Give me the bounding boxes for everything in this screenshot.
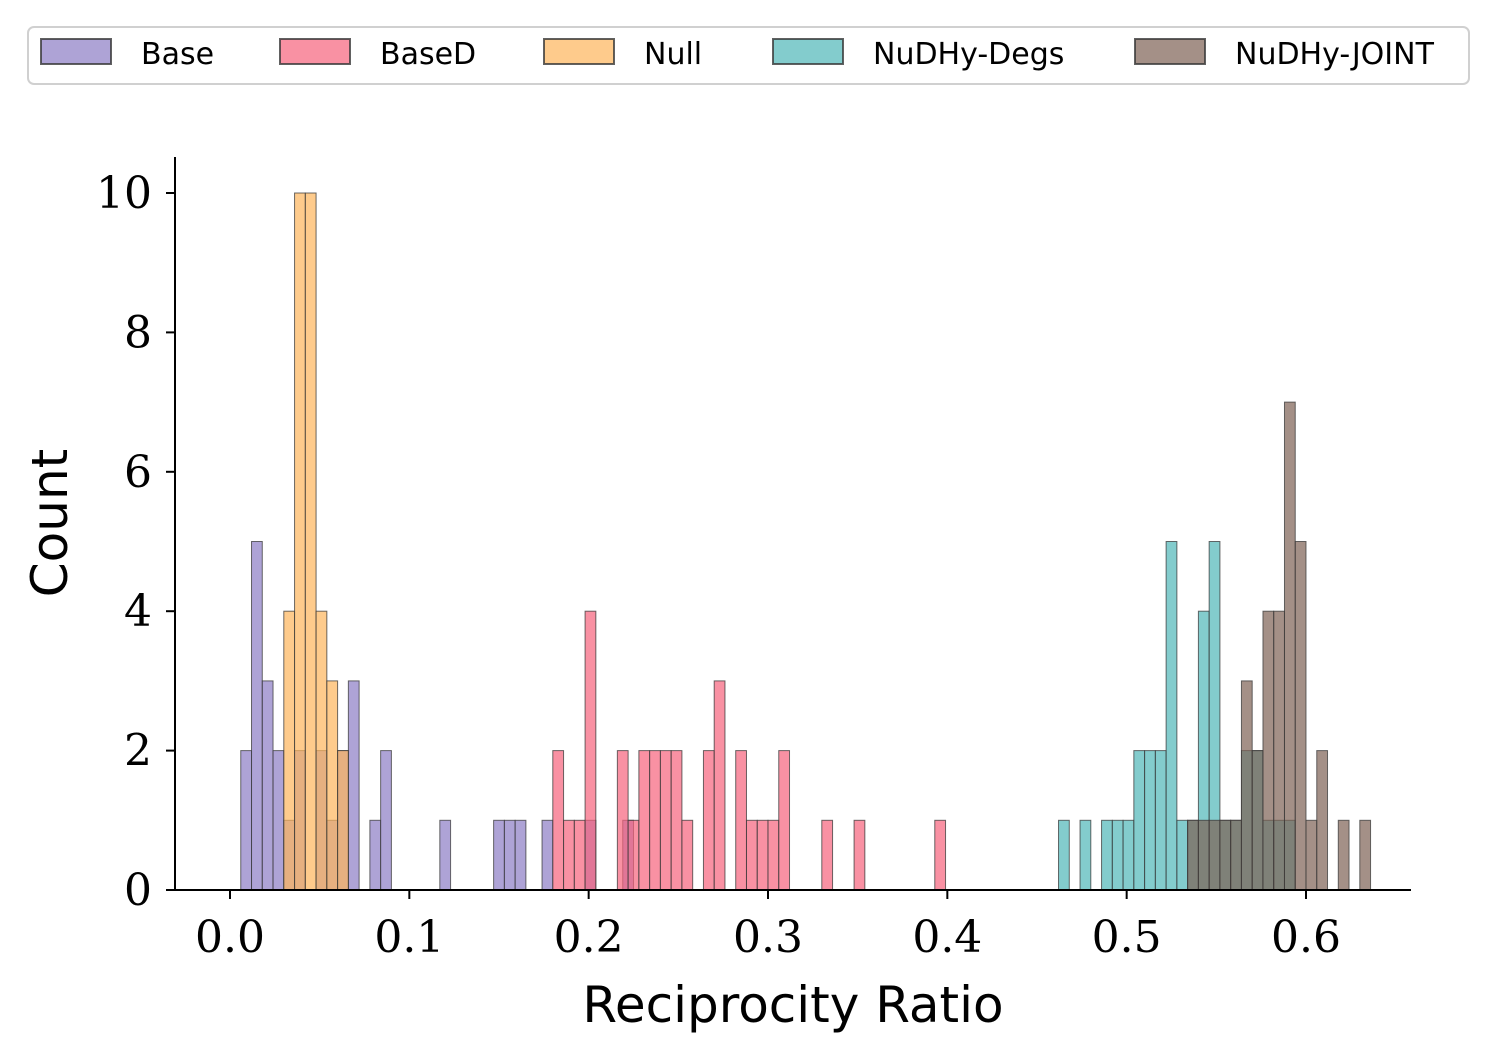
bar-based-2 <box>573 819 586 891</box>
y-tick-label-0: 0 <box>124 865 152 916</box>
bar-nudhy-degs-8 <box>1165 541 1178 891</box>
legend-label-nudhy-joint: NuDHy-JOINT <box>1235 37 1435 72</box>
legend: Base BaseD Null NuDHy-Degs NuDHy-JOINT <box>27 26 1470 85</box>
bar-nudhy-joint-1 <box>1197 819 1210 891</box>
x-ticks: 0.0 0.1 0.2 0.3 0.4 0.5 0.6 <box>195 890 1341 963</box>
bar-nudhy-joint-2 <box>1208 819 1221 891</box>
x-tick-label-6: 0.6 <box>1271 912 1341 963</box>
bar-nudhy-degs-5 <box>1133 750 1146 891</box>
bar-nudhy-joint-8 <box>1273 610 1285 891</box>
y-tick-label-5: 10 <box>96 168 152 219</box>
bar-nudhy-degs-2 <box>1101 819 1113 891</box>
y-tick-label-3: 6 <box>124 447 152 498</box>
axes <box>174 157 1411 891</box>
bar-based-10 <box>681 819 694 891</box>
bar-null-2 <box>304 192 317 891</box>
bar-base-12 <box>439 819 452 891</box>
bar-based-6 <box>638 750 651 891</box>
bar-nudhy-joint-9 <box>1283 401 1296 891</box>
y-tick-label-2: 4 <box>124 586 152 637</box>
bar-based-12 <box>713 680 726 891</box>
bar-nudhy-degs-4 <box>1122 819 1135 891</box>
bar-nudhy-joint-5 <box>1240 680 1253 891</box>
legend-label-null: Null <box>644 37 702 72</box>
y-tick-label-1: 2 <box>124 726 152 777</box>
legend-label-based: BaseD <box>380 37 476 72</box>
x-tick-label-5: 0.5 <box>1092 912 1162 963</box>
y-ticks: 0 2 4 6 8 10 <box>96 168 175 916</box>
bar-null-0 <box>283 610 296 891</box>
bar-base-16 <box>541 819 554 891</box>
bar-nudhy-degs-7 <box>1154 750 1167 891</box>
bar-null-4 <box>326 680 339 891</box>
bar-base-0 <box>240 750 253 891</box>
legend-swatch-base <box>40 38 112 65</box>
bar-null-1 <box>294 192 306 891</box>
histogram-bars <box>240 192 1372 891</box>
bar-based-19 <box>853 819 866 891</box>
series-null <box>283 192 349 891</box>
legend-swatch-based <box>279 38 351 65</box>
bar-nudhy-joint-4 <box>1230 819 1242 891</box>
legend-swatch-null <box>543 38 615 65</box>
legend-frame <box>27 26 1470 85</box>
bar-nudhy-joint-7 <box>1262 610 1275 891</box>
bar-nudhy-degs-0 <box>1058 819 1070 891</box>
bar-based-13 <box>735 750 747 891</box>
legend-label-nudhy-degs: NuDHy-Degs <box>873 37 1064 72</box>
y-tick-label-4: 8 <box>124 307 152 358</box>
bar-based-8 <box>659 750 672 891</box>
x-tick-label-2: 0.2 <box>554 912 624 963</box>
bar-nudhy-joint-0 <box>1187 819 1199 891</box>
bar-based-1 <box>563 819 575 891</box>
bar-base-3 <box>272 750 285 891</box>
bar-base-11 <box>380 750 392 891</box>
bar-base-2 <box>261 680 274 891</box>
bar-nudhy-joint-12 <box>1316 750 1329 891</box>
bar-based-16 <box>767 819 780 891</box>
bar-nudhy-joint-11 <box>1305 819 1318 891</box>
bar-base-15 <box>514 819 527 891</box>
bar-nudhy-degs-6 <box>1144 750 1156 891</box>
bar-based-11 <box>702 750 715 891</box>
bar-null-5 <box>337 750 349 891</box>
bar-nudhy-degs-1 <box>1079 819 1092 891</box>
series-based <box>552 610 947 891</box>
x-tick-label-4: 0.4 <box>912 912 982 963</box>
bar-based-15 <box>756 819 769 891</box>
bar-based-17 <box>778 750 791 891</box>
bar-nudhy-degs-9 <box>1176 819 1189 891</box>
legend-label-base: Base <box>141 37 214 72</box>
bar-based-20 <box>934 819 947 891</box>
x-axis-label: Reciprocity Ratio <box>582 976 1003 1034</box>
bar-based-18 <box>821 819 834 891</box>
bar-nudhy-joint-6 <box>1251 750 1264 891</box>
legend-swatch-nudhy-degs <box>772 38 844 65</box>
bar-based-7 <box>649 750 661 891</box>
y-axis-label: Count <box>21 449 79 598</box>
legend-swatch-nudhy-joint <box>1134 38 1206 65</box>
bar-based-3 <box>584 610 597 891</box>
bar-base-13 <box>493 819 505 891</box>
x-tick-label-0: 0.0 <box>195 912 265 963</box>
bar-base-14 <box>503 819 516 891</box>
bar-nudhy-joint-14 <box>1359 819 1372 891</box>
x-tick-label-3: 0.3 <box>733 912 803 963</box>
x-tick-label-1: 0.1 <box>374 912 444 963</box>
bar-based-4 <box>616 750 629 891</box>
bar-nudhy-joint-10 <box>1294 541 1307 891</box>
bar-null-3 <box>315 610 328 891</box>
bar-base-1 <box>251 541 263 891</box>
bar-based-5 <box>627 819 640 891</box>
bar-nudhy-degs-3 <box>1111 819 1124 891</box>
bar-based-14 <box>745 819 758 891</box>
bar-based-0 <box>552 750 565 891</box>
bar-nudhy-joint-3 <box>1219 819 1232 891</box>
bar-base-9 <box>347 680 360 891</box>
bar-base-10 <box>369 819 382 891</box>
bar-based-9 <box>670 750 683 891</box>
bar-nudhy-joint-13 <box>1337 819 1350 891</box>
